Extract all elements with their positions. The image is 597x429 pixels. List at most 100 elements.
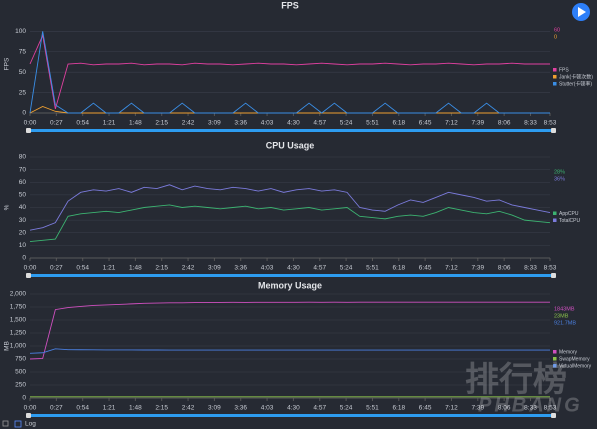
x-tick-label: 7:39 [471,265,484,272]
legend-label: TotalCPU [559,218,581,224]
readout: 36% [554,176,565,182]
scroll-handle [26,128,31,133]
x-tick-label: 2:15 [155,405,168,412]
y-tick-label: 40 [19,204,27,211]
watermark-en: PHBANG [478,394,583,416]
x-tick-label: 8:33 [524,405,537,412]
legend-swatch [553,357,557,361]
series-line [29,184,551,231]
x-tick-label: 3:36 [234,120,247,127]
x-tick-label: 0:54 [76,120,89,127]
readout: 23MB [554,313,569,319]
x-tick-label: 7:12 [445,405,458,412]
legend-label: FPS [559,67,569,73]
x-tick-label: 5:24 [340,405,353,412]
x-tick-label: 4:30 [287,265,300,272]
x-tick-label: 3:36 [234,405,247,412]
series-line [29,33,550,110]
x-tick-label: 8:33 [524,265,537,272]
legend-swatch [553,82,557,86]
series-line [29,204,551,243]
y-tick-label: 0 [22,110,26,117]
x-tick-label: 5:51 [366,120,379,127]
x-tick-label: 1:21 [103,120,116,127]
x-tick-label: 4:57 [313,120,326,127]
y-tick-label: 50 [19,69,27,76]
scroll-handle [551,128,556,133]
chart-title: Memory Usage [258,280,322,290]
x-tick-label: 6:18 [392,405,405,412]
x-tick-label: 8:33 [524,120,537,127]
x-tick-label: 1:21 [103,405,116,412]
chart-title: FPS [281,0,299,10]
legend-label: AppCPU [559,211,579,217]
x-tick-label: 4:57 [313,265,326,272]
y-tick-label: 1,750 [10,304,27,311]
x-tick-label: 4:03 [261,120,274,127]
x-tick-label: 8:06 [498,265,511,272]
x-tick-label: 1:48 [129,265,142,272]
chart-title: CPU Usage [266,140,315,150]
scroll-handle [551,273,556,278]
series-line [29,31,550,114]
x-tick-label: 1:21 [103,265,116,272]
x-tick-label: 5:51 [366,405,379,412]
y-tick-label: 2,000 [10,291,27,298]
log-label: Log [25,421,36,428]
y-tick-label: 75 [19,48,27,55]
y-tick-label: 1,250 [10,330,27,337]
y-tick-label: 1,000 [10,343,27,350]
legend-label: Memory [559,349,578,355]
readout: 921.7MB [554,320,576,326]
x-tick-label: 3:09 [208,265,221,272]
legend-swatch [553,218,557,222]
close-icon[interactable] [2,420,9,427]
x-tick-label: 4:30 [287,405,300,412]
x-tick-label: 0:00 [24,405,37,412]
legend-swatch [553,75,557,79]
x-tick-label: 6:18 [392,120,405,127]
scroll-handle [551,413,556,418]
y-axis-label: MB [4,341,11,351]
x-tick-label: 4:03 [261,405,274,412]
y-tick-label: 1,500 [10,317,27,324]
x-tick-label: 3:36 [234,265,247,272]
readout: 60 [554,27,560,33]
x-tick-label: 0:27 [50,120,63,127]
log-checkbox[interactable] [14,420,22,428]
x-tick-label: 7:39 [471,120,484,127]
x-tick-label: 0:54 [76,265,89,272]
x-tick-label: 2:42 [182,265,195,272]
x-tick-label: 0:27 [50,265,63,272]
series-line [29,301,550,360]
y-tick-label: 10 [19,242,27,249]
y-tick-label: 500 [15,369,26,376]
scrollbar [28,274,554,277]
x-tick-label: 6:18 [392,265,405,272]
x-tick-label: 0:27 [50,405,63,412]
x-tick-label: 7:12 [445,120,458,127]
x-tick-label: 0:00 [24,120,37,127]
y-tick-label: 250 [15,382,26,389]
x-tick-label: 3:09 [208,120,221,127]
x-tick-label: 6:45 [419,120,432,127]
scrollbar [28,414,554,417]
x-tick-label: 2:42 [182,120,195,127]
scrollbar [28,129,554,132]
y-tick-label: 50 [19,192,27,199]
x-tick-label: 6:45 [419,265,432,272]
x-tick-label: 5:24 [340,120,353,127]
x-tick-label: 4:30 [287,120,300,127]
y-tick-label: 0 [22,255,26,262]
x-tick-label: 8:53 [544,120,557,127]
x-tick-label: 1:48 [129,120,142,127]
x-tick-label: 7:39 [471,405,484,412]
readout: 1843MB [554,306,575,312]
y-tick-label: 80 [19,154,27,161]
x-tick-label: 0:00 [24,265,37,272]
watermark-cn: 排行榜 [465,361,567,399]
x-tick-label: 5:51 [366,265,379,272]
x-tick-label: 8:53 [544,405,557,412]
